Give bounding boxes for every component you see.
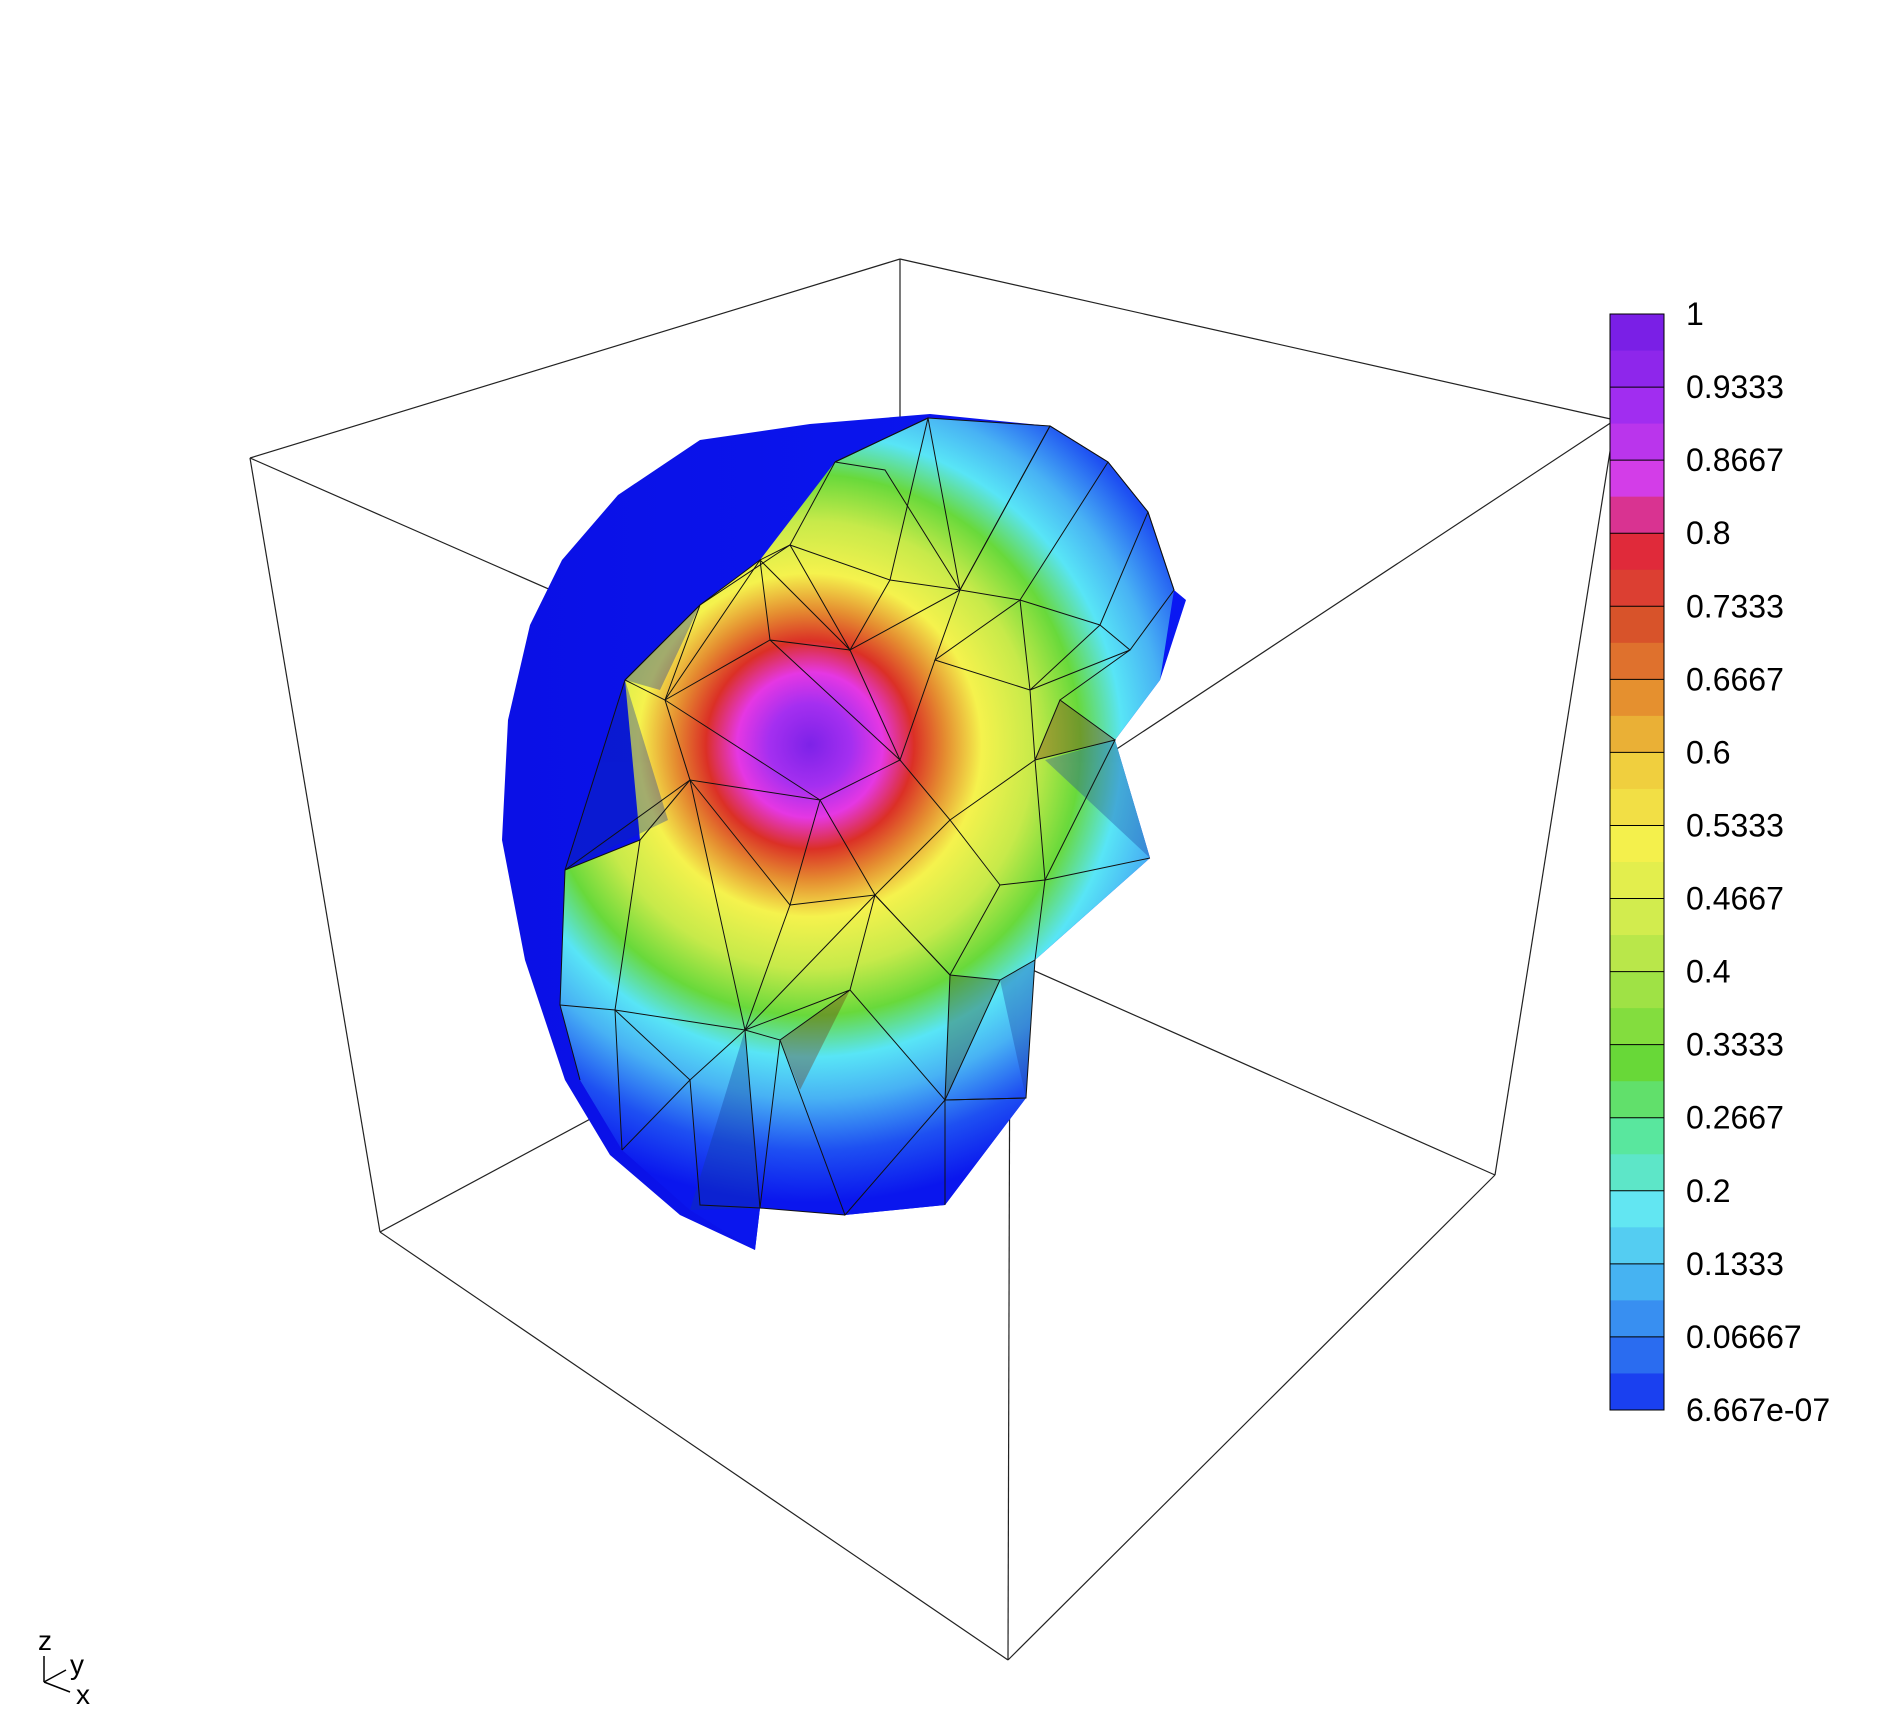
colorbar-subband bbox=[1610, 862, 1664, 900]
colorbar-subband bbox=[1610, 350, 1664, 388]
axis-label-y: y bbox=[70, 1649, 84, 1680]
colorbar-subband bbox=[1610, 1154, 1664, 1192]
colorbar-subband bbox=[1610, 1008, 1664, 1046]
colorbar-swatches bbox=[1610, 314, 1664, 1411]
axes-triad: z y x bbox=[38, 1625, 90, 1710]
colorbar-tick-label: 0.9333 bbox=[1686, 369, 1784, 405]
facet-shading bbox=[565, 605, 1150, 1210]
colorbar-tick-label: 0.7333 bbox=[1686, 588, 1784, 624]
colorbar-tick-label: 0.5333 bbox=[1686, 807, 1784, 843]
colorbar-tick-label: 6.667e-07 bbox=[1686, 1392, 1830, 1428]
colorbar: 1 0.9333 0.8667 0.8 0.7333 0.6667 0.6 0.5333 0.4… bbox=[1609, 296, 1830, 1428]
axis-label-z: z bbox=[38, 1625, 52, 1656]
colorbar-labels: 1 0.9333 0.8667 0.8 0.7333 0.6667 0.6 0.5333 0.4… bbox=[1686, 296, 1830, 1428]
colorbar-subband bbox=[1610, 1300, 1664, 1338]
colorbar-tick-label: 0.8 bbox=[1686, 515, 1730, 551]
colorbar-subband bbox=[1610, 496, 1664, 534]
colorbar-tick-label: 0.2667 bbox=[1686, 1100, 1784, 1136]
colorbar-tick-label: 0.4 bbox=[1686, 954, 1730, 990]
colorbar-tick-label: 0.3333 bbox=[1686, 1027, 1784, 1063]
colorbar-tick-label: 0.6 bbox=[1686, 734, 1730, 770]
colorbar-subband bbox=[1610, 935, 1664, 973]
colorbar-tick-label: 0.2 bbox=[1686, 1173, 1730, 1209]
colorbar-subband bbox=[1610, 569, 1664, 607]
colorbar-tick-label: 0.1333 bbox=[1686, 1246, 1784, 1282]
colorbar-subband bbox=[1610, 1227, 1664, 1265]
bounding-box bbox=[249, 258, 1616, 1661]
colorbar-tick-label: 0.8667 bbox=[1686, 442, 1784, 478]
colorbar-subband bbox=[1610, 423, 1664, 461]
colorbar-subband bbox=[1610, 715, 1664, 753]
colorbar-tick-label: 0.06667 bbox=[1686, 1319, 1802, 1355]
colorbar-tick-label: 1 bbox=[1686, 296, 1704, 332]
sphere-cut-face bbox=[560, 418, 1174, 1250]
colorbar-subband bbox=[1610, 1081, 1664, 1119]
colorbar-subband bbox=[1610, 1373, 1664, 1411]
colorbar-subband bbox=[1610, 642, 1664, 680]
colorbar-ticks bbox=[1610, 313, 1664, 1411]
mesh-edges bbox=[559, 417, 1175, 1216]
axis-label-x: x bbox=[76, 1679, 90, 1710]
colorbar-subband bbox=[1610, 788, 1664, 826]
colorbar-tick-label: 0.6667 bbox=[1686, 661, 1784, 697]
colorbar-tick-label: 0.4667 bbox=[1686, 881, 1784, 917]
